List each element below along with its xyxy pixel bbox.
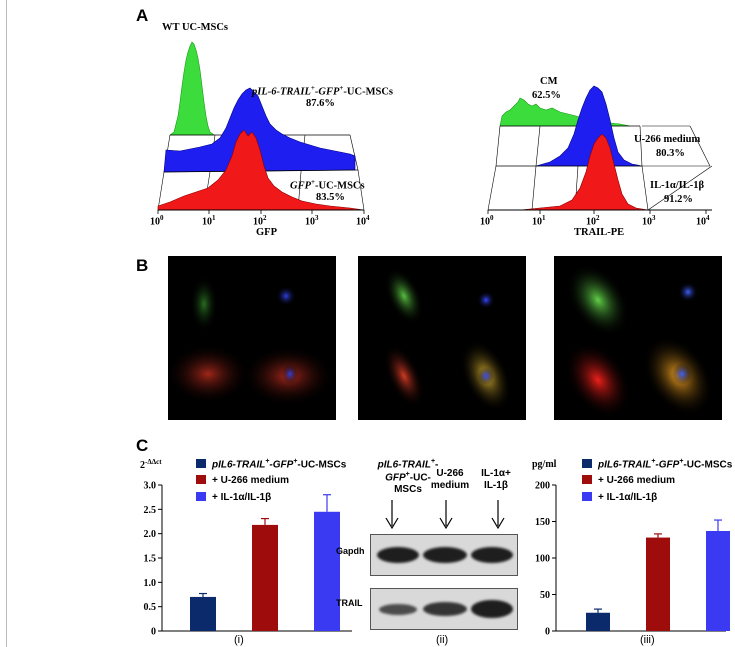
band-trail-2 xyxy=(423,602,467,616)
micrograph-2 xyxy=(358,256,526,420)
y-tick-label: 100 xyxy=(535,554,550,565)
histogram-wt-green xyxy=(169,41,215,136)
blot-row-label-gapdh: Gapdh xyxy=(336,546,365,556)
y-tick-label: 1.5 xyxy=(144,554,157,565)
label-wt-uc-mscs: WT UC-MSCs xyxy=(162,22,229,33)
tick-trail-2: 102 xyxy=(586,214,600,228)
histogram-il1-red xyxy=(519,133,649,211)
y-tick-label: 200 xyxy=(535,481,550,492)
label-il1-pct: 91.2% xyxy=(664,194,693,205)
histogram-trail-blue xyxy=(163,87,356,173)
blot-gapdh xyxy=(370,534,518,576)
tick-gfp-0: 100 xyxy=(150,214,164,228)
label-gfp-uc-mscs: GFP+-UC-MSCs xyxy=(290,178,365,192)
legend-swatch-icon xyxy=(582,475,592,484)
y-tick-label: 1.0 xyxy=(144,578,157,589)
sub-label-iii: (iii) xyxy=(640,634,655,646)
band-gapdh-1 xyxy=(377,547,419,563)
y-axis-label: pg/ml xyxy=(532,459,557,470)
label-u266-pct: 80.3% xyxy=(656,148,685,159)
histogram-u266-blue xyxy=(535,85,643,167)
sub-label-i: (i) xyxy=(234,634,244,646)
legend-i-item-1: + U-266 medium xyxy=(196,475,289,486)
tick-trail-0: 100 xyxy=(480,214,494,228)
y-tick-label: 0 xyxy=(151,627,156,638)
legend-swatch-icon xyxy=(196,459,206,469)
legend-swatch-icon xyxy=(196,492,206,501)
legend-iii-item-2: + IL-1α/IL-1β xyxy=(582,492,657,503)
bar-1 xyxy=(252,524,278,631)
bar-2 xyxy=(706,530,730,631)
y-tick-label: 2.0 xyxy=(144,529,157,540)
band-trail-3 xyxy=(471,600,513,618)
panel-letter-c: C xyxy=(136,436,149,455)
legend-iii-item-0: pIL6-TRAIL+-GFP+-UC-MSCs xyxy=(582,458,732,470)
micrograph-1 xyxy=(168,256,336,420)
legend-i-item-2: + IL-1α/IL-1β xyxy=(196,492,271,503)
bar-1 xyxy=(646,537,670,631)
bar-chart-protein: 0 50 100 150 200 pg/ml xyxy=(532,459,730,638)
flow-histogram-trail-pe xyxy=(487,85,713,214)
legend-i-item-0: pIL6-TRAIL+-GFP+-UC-MSCs xyxy=(196,458,346,470)
label-trail-pct: 87.6% xyxy=(306,98,335,109)
label-gfp-pct: 83.5% xyxy=(316,192,345,203)
label-trail-uc-mscs: pIL-6-TRAIL+-GFP+-UC-MSCs xyxy=(252,84,393,98)
axis-label-gfp: GFP xyxy=(256,227,277,238)
flow-histogram-gfp xyxy=(157,41,365,214)
blot-arrows xyxy=(385,500,505,530)
band-gapdh-3 xyxy=(471,547,513,563)
legend-swatch-icon xyxy=(196,475,206,484)
y-tick-label: 0 xyxy=(545,627,550,638)
histogram-gfp-red xyxy=(157,129,365,211)
y-tick-label: 0.5 xyxy=(144,602,157,613)
blot-row-label-trail: TRAIL xyxy=(336,598,363,608)
y-axis-label: 2-ΔΔct xyxy=(140,458,162,471)
label-il1: IL-1α/IL-1β xyxy=(650,180,704,191)
label-cm-pct: 62.5% xyxy=(532,90,561,101)
tick-trail-3: 103 xyxy=(642,214,656,228)
y-tick-label: 150 xyxy=(535,517,550,528)
bar-chart-mrna: 0 0.5 1.0 1.5 2.0 2.5 3.0 2-ΔΔct xyxy=(140,458,352,638)
tick-gfp-2: 102 xyxy=(253,214,267,228)
bar-0 xyxy=(190,596,216,631)
tick-trail-4: 104 xyxy=(696,214,710,228)
bar-2 xyxy=(314,511,340,631)
axis-label-trail-pe: TRAIL-PE xyxy=(574,227,625,238)
bar-0 xyxy=(586,612,610,631)
band-trail-1 xyxy=(379,604,417,615)
band-gapdh-2 xyxy=(423,547,467,563)
tick-trail-1: 101 xyxy=(532,214,546,228)
tick-gfp-1: 101 xyxy=(202,214,216,228)
legend-swatch-icon xyxy=(582,492,592,501)
y-tick-label: 3.0 xyxy=(144,481,157,492)
blot-trail xyxy=(370,588,518,630)
label-cm: CM xyxy=(540,76,558,87)
sub-label-ii: (ii) xyxy=(436,634,449,646)
legend-swatch-icon xyxy=(582,459,592,469)
micrograph-3 xyxy=(554,256,722,420)
label-u266: U-266 medium xyxy=(634,134,701,145)
y-tick-label: 2.5 xyxy=(144,505,157,516)
legend-iii-item-1: + U-266 medium xyxy=(582,475,675,486)
panel-letter-a: A xyxy=(136,6,149,25)
y-tick-label: 50 xyxy=(540,590,550,601)
tick-gfp-3: 103 xyxy=(305,214,319,228)
blot-col-label-1: pIL6-TRAIL+- GFP+-UC-MSCs xyxy=(377,458,439,495)
blot-col-label-2: U-266 medium xyxy=(430,468,470,491)
blot-col-label-3: IL-1α+ IL-1β xyxy=(481,468,511,491)
page-left-rule xyxy=(6,0,7,647)
panel-letter-b: B xyxy=(136,256,149,275)
tick-gfp-4: 104 xyxy=(356,214,370,228)
